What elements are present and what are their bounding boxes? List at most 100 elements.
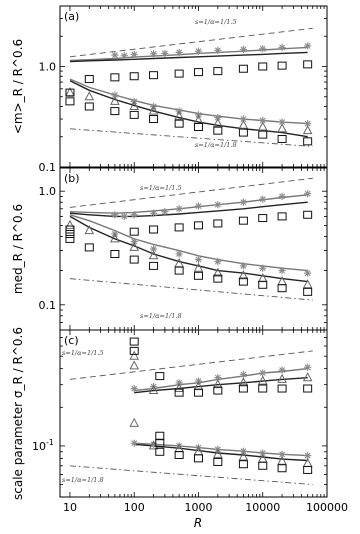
star-marker [120,212,128,220]
star-marker [239,45,247,53]
star-marker [149,209,158,217]
square-marker [174,69,184,78]
star-marker [149,440,158,448]
star-marker [111,211,119,219]
panel-label: (b) [64,172,80,185]
triangle-marker [129,417,140,427]
star-marker [120,52,128,60]
triangle-marker [65,219,75,229]
x-tick-label: 10 [63,501,77,514]
square-marker [129,337,139,346]
star-marker [214,201,222,209]
triangle-marker [193,262,204,272]
y-tick-label: 1.0 [39,185,57,198]
star-marker [239,198,247,206]
series-line [69,46,308,62]
square-marker [258,62,268,71]
guide-line-upper [69,177,313,208]
triangle-marker [84,225,95,235]
triangle-marker [129,100,140,110]
star-marker [175,205,183,213]
star-marker [278,192,286,200]
panel-label: (a) [64,10,79,23]
square-marker [155,372,165,381]
square-marker [277,134,287,143]
triangle-marker [212,267,223,277]
square-marker [303,137,313,146]
square-marker [174,266,184,275]
series-line [69,214,308,272]
y-axis-label: <m>_R / R^0.6 [11,39,25,134]
square-marker [238,460,248,469]
square-marker [110,107,120,116]
square-marker [149,71,159,80]
star-marker [304,363,312,371]
square-marker [110,249,120,258]
triangle-marker [257,121,268,131]
square-marker [174,223,184,232]
star-marker [239,447,247,455]
square-marker [277,464,287,473]
star-marker [149,245,158,253]
star-marker [278,43,286,51]
square-marker [213,67,223,76]
star-marker [214,46,222,54]
triangle-marker [174,110,184,120]
guide-label-upper: s=1/α=1/1.5 [140,184,182,192]
guide-line-upper [69,27,313,58]
y-axis-label: med_R / R^0.6 [11,204,25,294]
square-marker [238,216,248,225]
square-marker [155,439,165,448]
triangle-marker [257,375,268,385]
square-marker [84,102,94,111]
star-marker [194,111,203,119]
square-marker [238,64,248,73]
square-marker [193,123,203,132]
square-marker [258,214,268,223]
triangle-marker [148,384,159,395]
square-marker [174,450,184,459]
square-marker [213,219,223,228]
triangle-marker [212,448,223,458]
star-marker [259,45,267,53]
star-marker [130,439,138,447]
triangle-marker [174,382,184,393]
y-tick-label: 10-1 [32,438,54,453]
star-marker [194,202,203,210]
star-marker [130,50,138,58]
square-marker [129,227,139,236]
square-marker [65,88,75,97]
square-marker [149,261,159,270]
triangle-marker [129,241,140,251]
star-marker [239,370,247,379]
square-marker [84,75,94,84]
square-marker [213,386,223,395]
star-marker [111,51,119,59]
square-marker [65,234,75,243]
triangle-marker [302,125,313,135]
panel-2: 1.0 0.1 (b) med_R / R^0.6 s=1/α=1/1.5 s=1/α=1… [11,167,328,331]
series-line [69,80,308,138]
x-tick-label: 1000 [184,501,212,514]
square-marker [303,384,313,393]
series-line [69,194,308,214]
triangle-marker [238,377,249,387]
guide-label-upper: s=1/α=1/1.5 [195,18,237,26]
star-marker [278,366,286,374]
triangle-marker [277,373,287,383]
square-marker [277,284,287,293]
star-marker [259,264,267,272]
square-marker [174,388,184,397]
square-marker [303,60,313,69]
y-tick-label: 0.1 [39,161,57,174]
star-marker [304,42,312,50]
triangle-marker [84,91,95,101]
star-marker [130,384,138,393]
star-marker [175,250,183,258]
star-marker [239,262,247,270]
series-line [69,51,308,63]
guide-line-lower [69,465,313,486]
y-tick-label: 1.0 [39,61,57,74]
star-marker [259,369,267,377]
guide-label-lower: s=1/α=1/1.8 [140,312,182,320]
